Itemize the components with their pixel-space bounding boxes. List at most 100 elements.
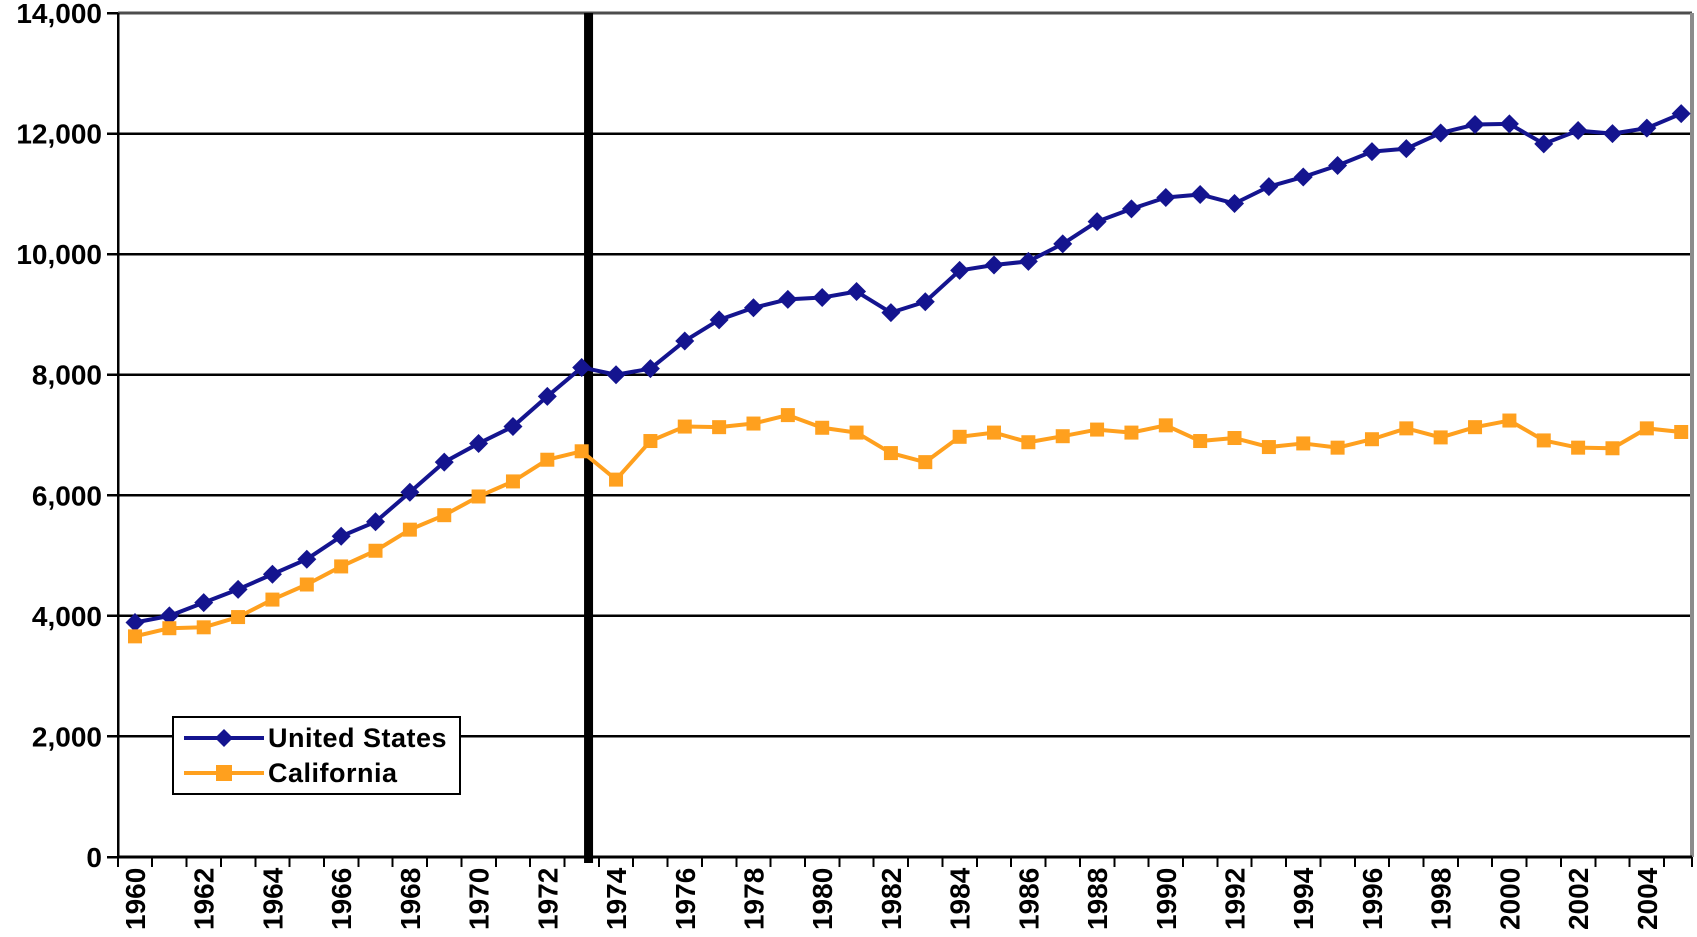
square-glyph bbox=[216, 765, 232, 781]
data-point-square bbox=[1639, 421, 1654, 436]
data-point-diamond bbox=[1568, 121, 1588, 141]
data-point-diamond bbox=[159, 606, 179, 626]
data-point-square bbox=[1296, 436, 1311, 451]
data-point-diamond bbox=[1362, 142, 1382, 162]
data-point-diamond bbox=[743, 298, 763, 318]
x-axis-tick-label: 1998 bbox=[1426, 868, 1457, 930]
data-point-square bbox=[1261, 440, 1276, 455]
y-axis-tick-label: 14,000 bbox=[16, 0, 102, 29]
california-square-marker-icon bbox=[184, 765, 264, 781]
data-point-diamond bbox=[709, 310, 729, 330]
data-point-square bbox=[1468, 420, 1483, 435]
data-point-square bbox=[643, 434, 658, 449]
y-axis-tick-label: 4,000 bbox=[32, 601, 102, 632]
data-point-square bbox=[1158, 418, 1173, 433]
data-point-diamond bbox=[606, 365, 626, 385]
data-point-diamond bbox=[1121, 199, 1141, 219]
data-point-diamond bbox=[366, 512, 386, 532]
data-point-square bbox=[1193, 434, 1208, 449]
data-point-square bbox=[1399, 421, 1414, 436]
data-point-diamond bbox=[1293, 167, 1313, 187]
data-point-square bbox=[746, 416, 761, 431]
x-axis-tick-label: 1976 bbox=[670, 868, 701, 930]
data-point-diamond bbox=[331, 526, 351, 546]
data-point-square bbox=[334, 559, 349, 574]
x-axis-tick-label: 1962 bbox=[189, 868, 220, 930]
data-point-square bbox=[128, 629, 142, 644]
data-point-square bbox=[918, 455, 933, 470]
data-point-square bbox=[815, 420, 830, 435]
data-point-diamond bbox=[469, 433, 489, 453]
data-point-square bbox=[849, 425, 864, 440]
data-point-square bbox=[437, 508, 452, 523]
data-point-diamond bbox=[1156, 187, 1176, 207]
data-point-diamond bbox=[572, 357, 592, 377]
x-axis-tick-label: 1984 bbox=[945, 867, 976, 930]
data-point-square bbox=[162, 621, 177, 636]
data-point-diamond bbox=[1637, 118, 1657, 138]
data-point-diamond bbox=[984, 255, 1004, 275]
data-point-square bbox=[1502, 413, 1517, 428]
y-axis-tick-label: 12,000 bbox=[16, 119, 102, 150]
data-point-square bbox=[1364, 432, 1379, 447]
x-axis-tick-label: 1982 bbox=[876, 868, 907, 930]
data-point-diamond bbox=[915, 292, 935, 312]
legend-label-united-states: United States bbox=[268, 722, 448, 753]
x-axis-tick-label: 1978 bbox=[738, 868, 769, 930]
data-point-diamond bbox=[194, 593, 214, 613]
data-point-diamond bbox=[1396, 139, 1416, 159]
data-point-square bbox=[1571, 440, 1586, 455]
data-point-diamond bbox=[503, 417, 523, 437]
data-point-diamond bbox=[640, 359, 660, 379]
data-point-diamond bbox=[950, 260, 970, 280]
diamond-glyph bbox=[215, 729, 233, 747]
x-axis-tick-label: 1968 bbox=[395, 868, 426, 930]
data-point-square bbox=[1605, 441, 1620, 456]
data-point-diamond bbox=[1087, 212, 1107, 232]
data-point-diamond bbox=[228, 579, 248, 599]
vertical-annotation-line-1973 bbox=[584, 13, 594, 863]
data-point-square bbox=[1433, 430, 1448, 445]
data-point-diamond bbox=[1018, 251, 1038, 271]
data-point-diamond bbox=[1465, 115, 1485, 135]
legend-item-california: California bbox=[180, 756, 459, 790]
data-point-square bbox=[402, 522, 417, 537]
data-point-diamond bbox=[1053, 234, 1073, 254]
x-axis-tick-label: 2000 bbox=[1494, 868, 1525, 930]
data-point-diamond bbox=[1328, 156, 1348, 176]
data-point-square bbox=[505, 474, 520, 489]
data-point-diamond bbox=[434, 452, 454, 472]
data-point-diamond bbox=[1602, 124, 1622, 144]
data-point-square bbox=[1124, 425, 1139, 440]
x-axis-tick-label: 1974 bbox=[601, 867, 632, 930]
y-axis-tick-label: 6,000 bbox=[32, 480, 102, 511]
data-point-square bbox=[1227, 431, 1242, 446]
data-point-square bbox=[1674, 424, 1689, 439]
y-axis-tick-label: 2,000 bbox=[32, 721, 102, 752]
data-point-diamond bbox=[1259, 177, 1279, 197]
data-point-diamond bbox=[1499, 114, 1519, 134]
data-point-square bbox=[471, 489, 486, 504]
data-point-diamond bbox=[881, 303, 901, 323]
legend-label-california: California bbox=[268, 757, 398, 788]
data-point-square bbox=[574, 444, 589, 459]
data-point-square bbox=[987, 425, 1001, 440]
x-axis-tick-label: 1960 bbox=[120, 868, 151, 930]
data-point-diamond bbox=[537, 386, 557, 406]
data-point-square bbox=[780, 408, 795, 423]
data-point-square bbox=[265, 592, 280, 607]
data-point-square bbox=[677, 419, 692, 434]
data-point-diamond bbox=[1534, 134, 1554, 154]
data-point-square bbox=[196, 620, 211, 635]
data-point-square bbox=[1090, 422, 1105, 437]
data-point-square bbox=[952, 429, 967, 444]
data-point-square bbox=[540, 452, 555, 467]
legend: United States California bbox=[172, 716, 461, 795]
data-point-square bbox=[1021, 435, 1036, 450]
x-axis-tick-label: 1970 bbox=[464, 868, 495, 930]
data-point-diamond bbox=[1671, 104, 1691, 124]
data-point-square bbox=[1330, 440, 1345, 455]
x-axis-tick-label: 1992 bbox=[1220, 868, 1251, 930]
data-point-diamond bbox=[1225, 194, 1245, 214]
